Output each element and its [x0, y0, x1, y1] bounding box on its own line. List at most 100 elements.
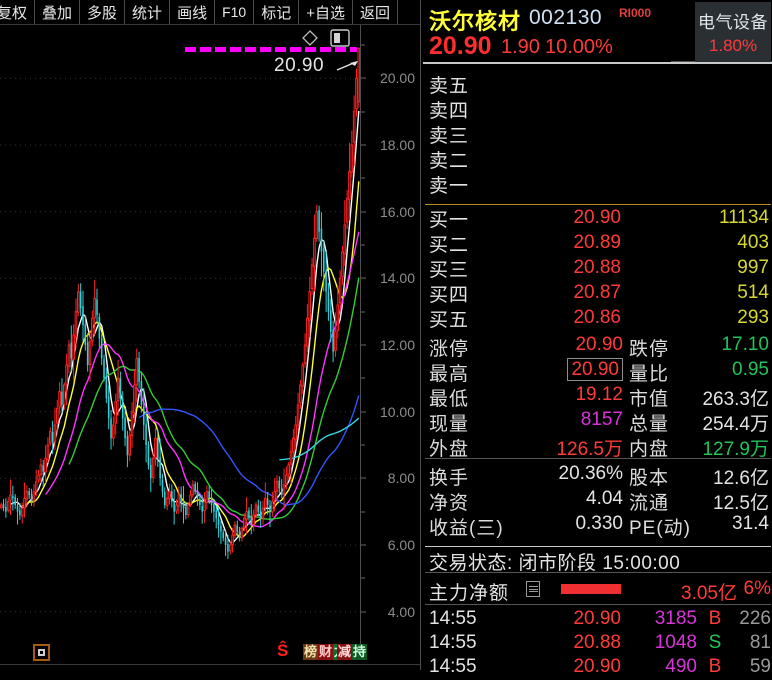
stats-divider-3 — [425, 572, 771, 573]
axis-tick-mark — [361, 344, 366, 346]
orderbook-row[interactable]: 买五 20.86 293 — [421, 306, 772, 331]
orderbook-row[interactable]: 卖五 — [421, 72, 772, 97]
square-toggle-icon[interactable] — [330, 29, 350, 47]
tick-row[interactable]: 14:55 20.88 1048 S 81 — [421, 632, 772, 656]
axis-minor-tick — [361, 44, 365, 46]
toolbar-item-overlay[interactable]: 叠加 — [35, 0, 81, 24]
toolbar-item-f10[interactable]: F10 — [215, 0, 255, 24]
tick-row[interactable]: 14:55 20.90 490 B 59 — [421, 656, 772, 680]
sector-badge[interactable]: 电气设备 1.80% — [695, 2, 771, 62]
orderbook-price: 20.88 — [573, 257, 621, 278]
stat-value: 8157 — [503, 409, 623, 431]
tick-time: 14:55 — [429, 632, 477, 653]
price-chart-svg — [0, 47, 361, 613]
stat-value: 20.90 — [503, 358, 623, 381]
last-price: 20.90 — [429, 32, 492, 60]
price-change-pct: 10.00% — [545, 36, 613, 58]
orderbook-price: 20.89 — [573, 232, 621, 253]
stat-value: 4.04 — [503, 488, 623, 510]
toolbar-item-statistics[interactable]: 统计 — [125, 0, 171, 24]
stat-value: 0.330 — [503, 513, 623, 535]
trading-status: 交易状态: 闭市阶段 15:00:00 — [429, 553, 681, 574]
axis-minor-tick — [361, 244, 365, 246]
main-force-label: 主力净额 — [429, 583, 510, 604]
stat-label: 总量 — [629, 414, 670, 435]
stat-label: 换手 — [429, 468, 470, 489]
stats-divider-2 — [425, 546, 771, 547]
axis-tick-mark — [361, 611, 366, 613]
stat-row: 最低 19.12 市值 263.3亿 — [421, 384, 772, 410]
toolbar-item-mark[interactable]: 标记 — [254, 0, 300, 24]
header-divider — [423, 62, 772, 64]
stat-value: 12.5亿 — [713, 493, 769, 514]
candlestick-plot[interactable] — [0, 25, 361, 645]
axis-tick-label: 20.00 — [379, 70, 415, 87]
orderbook-row[interactable]: 卖四 — [421, 97, 772, 122]
main-force-pct: 6% — [743, 578, 771, 599]
axis-tick-mark — [361, 277, 366, 279]
ma-line-ma60 — [138, 395, 360, 506]
tick-volume: 1048 — [654, 632, 697, 653]
axis-minor-tick — [361, 177, 365, 179]
toolbar-item-back[interactable]: 返回 — [353, 0, 398, 24]
tick-count: 226 — [739, 608, 771, 629]
stat-value: 126.5万 — [503, 434, 623, 461]
sell-marker-icon[interactable]: Ŝ — [277, 641, 289, 660]
orderbook-row[interactable]: 卖三 — [421, 122, 772, 147]
chart-pane: 复权 叠加 多股 统计 画线 F10 标记 +自选 返回 20.90 20.00 18.00 16.… — [0, 0, 420, 665]
orderbook-level-label: 买五 — [429, 309, 470, 331]
stat-value: 20.36% — [503, 463, 623, 485]
reduce-marker-icon[interactable]: 减 持 — [337, 644, 368, 660]
tick-direction: B — [708, 656, 722, 677]
axis-tick-mark — [361, 211, 366, 213]
axis-minor-tick — [361, 444, 365, 446]
stat-label: 现量 — [429, 414, 470, 435]
orderbook-price: 20.87 — [573, 282, 621, 303]
stat-value: 12.6亿 — [713, 468, 769, 489]
orderbook-row[interactable]: 买三 20.88 997 — [421, 256, 772, 281]
axis-tick-mark — [361, 544, 366, 546]
stock-tag: RI000 — [619, 6, 652, 20]
stat-value-text: 4.04 — [586, 488, 623, 509]
diamond-icon[interactable] — [302, 30, 318, 46]
axis-tick-mark — [361, 411, 366, 413]
orderbook-row[interactable]: 买二 20.89 403 — [421, 231, 772, 256]
stat-label: 量比 — [629, 364, 670, 385]
stats-divider-4 — [425, 604, 771, 605]
orderbook-level-label: 买一 — [429, 209, 470, 231]
orderbook-level-label: 卖四 — [429, 100, 470, 122]
axis-minor-tick — [361, 377, 365, 379]
toolbar-item-restore-rights[interactable]: 复权 — [0, 0, 36, 24]
tick-price: 20.90 — [573, 608, 621, 629]
orderbook-level-label: 卖五 — [429, 75, 470, 97]
price-change: 1.90 — [501, 36, 540, 58]
quote-header: 沃尔核材 002130 RI000 20.90 1.90 10.00% — [421, 0, 772, 62]
stat-value-text: 0.330 — [575, 513, 623, 534]
tick-time: 14:55 — [429, 656, 477, 677]
axis-tick-mark — [361, 144, 366, 146]
stat-row: 换手 20.36% 股本 12.6亿 — [421, 463, 772, 489]
orderbook-level-label: 卖二 — [429, 150, 470, 172]
orderbook-volume: 293 — [737, 307, 769, 328]
orderbook-row[interactable]: 买四 20.87 514 — [421, 281, 772, 306]
stat-value: 254.4万 — [702, 414, 769, 435]
axis-tick-label: 16.00 — [379, 203, 415, 220]
sector-change-pct: 1.80% — [708, 36, 758, 55]
orderbook-row[interactable]: 买一 20.90 11134 — [421, 206, 772, 231]
stat-value-text: 20.36% — [558, 463, 623, 484]
stat-label: 收益(三) — [429, 518, 504, 539]
axis-tick-label: 6.00 — [387, 537, 415, 553]
main-force-row[interactable]: 主力净额 3.05亿 6% — [421, 576, 772, 604]
list-icon[interactable] — [526, 581, 540, 597]
stat-label: 内盘 — [629, 439, 670, 460]
toolbar-item-add-watchlist[interactable]: +自选 — [299, 0, 353, 24]
tick-row[interactable]: 14:55 20.90 3185 B 226 — [421, 608, 772, 632]
toolbar-item-draw-line[interactable]: 画线 — [170, 0, 216, 24]
box-marker-icon[interactable] — [33, 644, 50, 661]
orderbook-level-label: 买二 — [429, 234, 470, 256]
stat-value-text: 126.5万 — [556, 439, 623, 460]
orderbook-row[interactable]: 卖一 — [421, 172, 772, 197]
orderbook-row[interactable]: 卖二 — [421, 147, 772, 172]
stat-value-text: 20.90 — [567, 358, 623, 381]
toolbar-item-multi-stock[interactable]: 多股 — [80, 0, 126, 24]
